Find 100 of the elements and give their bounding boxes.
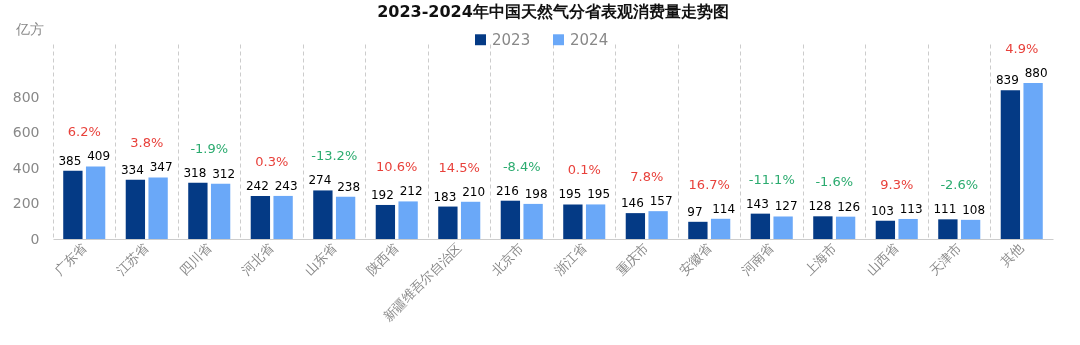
data-label: 242 [245, 179, 269, 194]
bar [773, 216, 793, 239]
bar [398, 201, 418, 239]
bar [648, 211, 668, 239]
data-label: 409 [87, 149, 111, 164]
annotation: -13.2% [311, 148, 358, 164]
data-label: 103 [870, 203, 894, 218]
x-tick-label: 天津市 [926, 239, 965, 279]
annotation: -8.4% [502, 158, 541, 174]
data-label: 143 [745, 196, 769, 211]
x-tick-label: 四川省 [176, 239, 215, 279]
bar [710, 218, 731, 239]
bar [335, 196, 356, 239]
bar [85, 166, 106, 239]
data-label: 111 [933, 202, 957, 217]
data-label: 126 [837, 199, 861, 214]
data-label: 216 [495, 183, 519, 198]
y-axis-title: 亿方 [14, 20, 44, 37]
annotation: 3.8% [130, 135, 164, 151]
annotation: 9.3% [880, 176, 914, 192]
x-tick-label: 江苏省 [113, 239, 152, 279]
bar [835, 216, 856, 239]
data-label: 385 [58, 153, 82, 168]
x-tick-label: 山东省 [301, 239, 340, 279]
bar [250, 196, 271, 239]
data-label: 839 [995, 73, 1019, 88]
y-tick-label: 200 [12, 195, 40, 212]
data-label: 318 [183, 165, 207, 180]
annotation: 0.3% [255, 153, 289, 169]
annotation: -11.1% [748, 171, 795, 187]
data-label: 198 [524, 186, 548, 201]
bar [500, 200, 521, 239]
bar [460, 201, 481, 239]
bar [585, 204, 606, 239]
bar [63, 170, 83, 239]
bar [688, 221, 708, 239]
y-tick-label: 0 [30, 230, 40, 247]
bar [188, 182, 208, 239]
data-label: 312 [212, 166, 236, 181]
data-label: 183 [433, 189, 457, 204]
bar [313, 190, 333, 239]
bar [625, 213, 646, 239]
data-label: 880 [1024, 66, 1048, 80]
data-label: 347 [149, 160, 173, 175]
bar [875, 220, 896, 239]
annotation: 7.8% [630, 169, 664, 185]
data-label: 146 [620, 196, 644, 211]
y-tick-label: 800 [12, 88, 40, 105]
data-label: 97 [687, 204, 703, 219]
x-tick-label: 浙江省 [551, 239, 590, 279]
data-label: 274 [308, 173, 332, 188]
x-tick-label: 河南省 [738, 239, 777, 279]
bar [750, 213, 771, 239]
x-tick-label: 上海市 [801, 239, 840, 279]
bar [563, 204, 583, 239]
annotation: -1.6% [815, 174, 854, 190]
data-label: 192 [370, 187, 394, 202]
bar [938, 219, 958, 239]
data-label: 334 [120, 162, 144, 177]
data-label: 157 [649, 194, 673, 209]
annotation: -1.9% [190, 140, 229, 156]
x-tick-label: 安徽省 [676, 239, 715, 279]
data-label: 114 [712, 201, 736, 216]
annotation: 14.5% [438, 159, 480, 175]
x-tick-label: 广东省 [51, 239, 90, 279]
bar [523, 203, 543, 239]
bar [210, 183, 231, 239]
x-tick-label: 陕西省 [363, 239, 402, 279]
bar [438, 206, 458, 239]
annotation: -2.6% [940, 177, 979, 193]
legend-label: 2023 [492, 30, 531, 49]
bar [273, 195, 293, 239]
bar [898, 218, 918, 239]
data-label: 210 [462, 184, 486, 199]
x-tick-label: 北京市 [488, 239, 527, 279]
data-label: 113 [899, 201, 923, 216]
x-tick-label: 河北省 [238, 239, 277, 279]
bar [1023, 83, 1043, 239]
bar [1000, 90, 1021, 239]
bar [813, 216, 833, 239]
x-tick-label: 重庆市 [613, 239, 652, 279]
bar [148, 177, 168, 239]
data-label: 238 [337, 179, 361, 194]
bar [960, 219, 981, 239]
legend-label: 2024 [570, 30, 609, 49]
y-tick-label: 400 [12, 159, 40, 176]
data-label: 195 [558, 187, 582, 202]
data-label: 212 [399, 184, 423, 199]
data-label: 243 [274, 178, 298, 193]
x-tick-label: 其他 [997, 239, 1027, 269]
bar [125, 179, 146, 239]
annotation: 10.6% [376, 159, 418, 175]
x-tick-label: 山西省 [863, 239, 902, 279]
data-label: 127 [774, 199, 798, 214]
annotation: 16.7% [688, 176, 730, 192]
annotation: 0.1% [567, 162, 601, 178]
data-label: 128 [808, 199, 832, 214]
data-label: 108 [962, 202, 986, 217]
y-tick-label: 600 [12, 124, 40, 141]
annotation: 4.9% [1005, 41, 1039, 56]
